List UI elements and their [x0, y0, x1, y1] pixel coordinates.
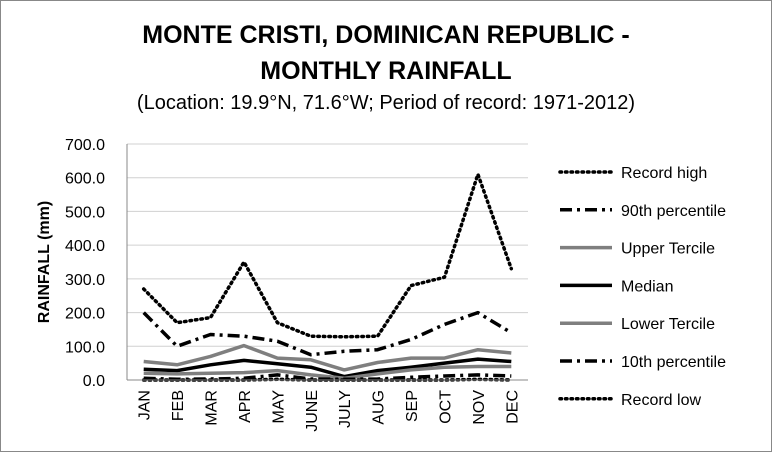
y-tick-label: 600.0 — [65, 171, 105, 188]
y-tick-label: 400.0 — [65, 238, 105, 255]
y-tick-label: 700.0 — [65, 137, 105, 154]
x-tick-label: OCT — [437, 390, 454, 424]
series-line-median — [143, 357, 512, 379]
legend-label: Record low — [621, 392, 701, 409]
legend-label: 10th percentile — [621, 354, 726, 371]
x-tick-label: JUNE — [304, 390, 321, 432]
chart-title: MONTE CRISTI, DOMINICAN REPUBLIC - — [142, 21, 630, 49]
x-tick-label: MAR — [204, 390, 221, 426]
legend-label: Record high — [621, 165, 707, 182]
gridlines — [127, 143, 528, 347]
x-tick-label: SEP — [404, 390, 421, 422]
legend: Record high 90th percentile Upper Tercile M… — [558, 165, 726, 409]
x-tick-label: DEC — [504, 390, 521, 424]
series-line-90th-percentile — [142, 310, 513, 357]
y-tick-label: 200.0 — [65, 306, 105, 323]
x-tick-label: MAY — [270, 390, 287, 424]
series-lines — [141, 172, 514, 382]
y-tick-label: 500.0 — [65, 204, 105, 221]
x-tick-label: APR — [237, 390, 254, 423]
y-axis-label: RAINFALL (mm) — [36, 201, 53, 323]
legend-label: 90th percentile — [621, 203, 726, 220]
y-tick-label: 0.0 — [83, 373, 105, 390]
series-line-lower-tercile — [143, 364, 512, 381]
legend-label: Upper Tercile — [621, 241, 715, 258]
x-tick-label: FEB — [170, 390, 187, 421]
x-tick-label: AUG — [371, 390, 388, 425]
series-line-record-high — [141, 172, 514, 339]
x-tick-label: JAN — [137, 390, 154, 420]
y-tick-label: 300.0 — [65, 272, 105, 289]
y-tick-label: 100.0 — [65, 339, 105, 356]
x-tick-label: NOV — [471, 390, 488, 425]
chart-subtitle: (Location: 19.9°N, 71.6°W; Period of rec… — [136, 92, 636, 114]
chart-title-line2: MONTHLY RAINFALL — [260, 57, 512, 85]
legend-label: Lower Tercile — [621, 316, 715, 333]
x-tick-label: JULY — [337, 390, 354, 428]
series-line-upper-tercile — [143, 343, 512, 372]
axes: 0.0 100.0 200.0 300.0 400.0 500.0 600.0 700.0 JA… — [65, 137, 528, 432]
legend-label: Median — [621, 278, 673, 295]
